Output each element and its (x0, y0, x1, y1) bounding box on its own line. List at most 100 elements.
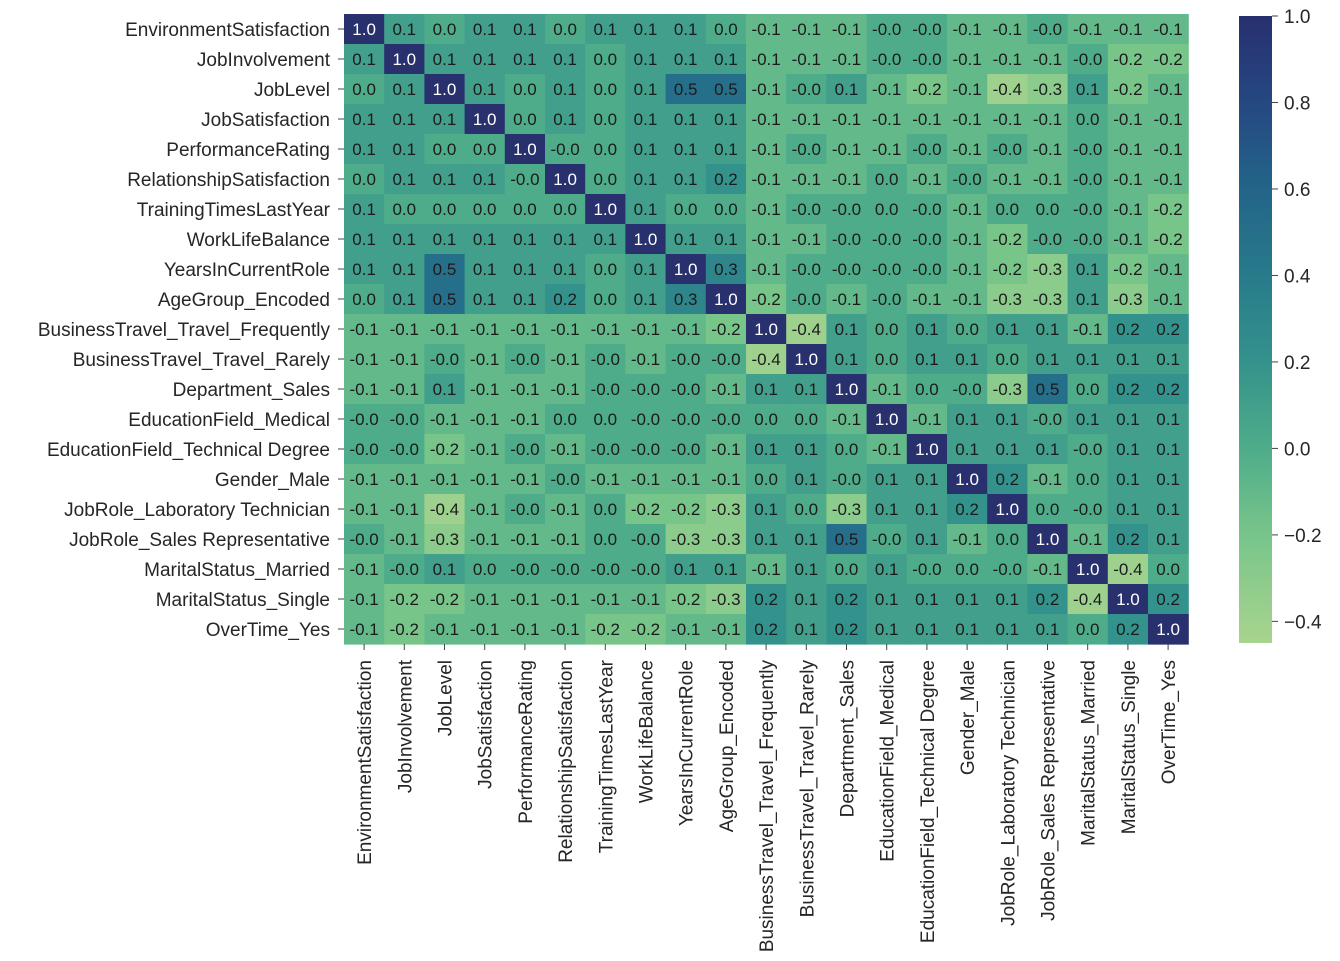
heatmap-cell (866, 434, 908, 465)
cell-annotation: 0.1 (433, 170, 457, 189)
heatmap-cell (987, 374, 1028, 405)
cell-annotation: -0.1 (792, 230, 821, 249)
heatmap-cell (424, 194, 466, 225)
row-label: Gender_Male (215, 470, 330, 491)
cell-annotation: -0.1 (1113, 230, 1142, 249)
heatmap-cell (746, 404, 787, 435)
heatmap-cell (987, 254, 1028, 285)
column-label: JobInvolvement (395, 659, 416, 793)
heatmap-cell (384, 194, 425, 225)
cell-annotation: -0.0 (430, 350, 459, 369)
heatmap-cell (384, 524, 425, 555)
cell-annotation: 0.1 (513, 230, 537, 249)
cell-annotation: 0.2 (1116, 620, 1140, 639)
heatmap-cell (826, 224, 868, 255)
heatmap-cell (424, 614, 466, 645)
cell-annotation: -0.2 (993, 260, 1022, 279)
cell-annotation: -0.0 (631, 560, 660, 579)
heatmap-cell (1067, 434, 1109, 465)
heatmap-cell (585, 344, 626, 375)
heatmap-cell (464, 494, 506, 525)
cell-annotation: -0.1 (872, 440, 901, 459)
column-labels: EnvironmentSatisfaction JobInvolvement Job… (355, 644, 1180, 952)
heatmap-cell (1148, 104, 1189, 135)
cell-annotation: 0.0 (553, 20, 577, 39)
heatmap-cell (987, 224, 1028, 255)
cell-annotation: 0.1 (433, 110, 457, 129)
heatmap-cell (947, 554, 988, 585)
colorbar: 1.0 0.8 0.6 0.4 0.2 0.0 −0.2 −0.4 (1239, 7, 1322, 643)
heatmap-cell (424, 494, 466, 525)
heatmap-cell (1027, 344, 1069, 375)
heatmap-cell (906, 554, 948, 585)
cell-annotation: 0.1 (794, 560, 818, 579)
heatmap-cell (344, 104, 385, 135)
heatmap-cell (625, 14, 667, 45)
heatmap-cell (424, 464, 466, 495)
cell-annotation: -0.1 (952, 260, 981, 279)
heatmap-cell (384, 374, 425, 405)
heatmap-cell (746, 134, 787, 165)
heatmap-cell (866, 464, 908, 495)
cell-annotation: -0.1 (430, 320, 459, 339)
heatmap-cell (424, 554, 466, 585)
heatmap-cell (987, 44, 1028, 75)
cell-annotation: 0.1 (915, 530, 939, 549)
cell-annotation: 0.0 (1076, 620, 1100, 639)
heatmap-cell (1067, 104, 1109, 135)
heatmap-cell (1027, 194, 1069, 225)
cell-annotation: 0.1 (714, 140, 738, 159)
column-label: BusinessTravel_Travel_Rarely (797, 660, 818, 918)
heatmap-cell (665, 194, 707, 225)
cell-annotation: 0.1 (995, 440, 1019, 459)
column-label: AgeGroup_Encoded (717, 660, 738, 832)
heatmap-cell (987, 464, 1028, 495)
cell-annotation: -0.3 (1033, 80, 1062, 99)
cell-annotation: 0.1 (433, 230, 457, 249)
cell-annotation: -0.1 (1153, 290, 1182, 309)
heatmap-cell (1027, 584, 1069, 615)
cell-annotation: 0.1 (1036, 320, 1060, 339)
heatmap-cell (1148, 14, 1189, 45)
cell-annotation: -0.1 (349, 320, 378, 339)
cell-annotation: 0.1 (1116, 410, 1140, 429)
cell-annotation: 0.2 (553, 290, 577, 309)
heatmap-cell (585, 494, 626, 525)
heatmap-cell (545, 134, 586, 165)
cell-annotation: -0.1 (952, 230, 981, 249)
cell-annotation: -0.1 (1153, 110, 1182, 129)
cell-annotation: 0.1 (875, 590, 899, 609)
cell-annotation: 0.1 (714, 50, 738, 69)
heatmap-cell (384, 224, 425, 255)
cell-annotation: -0.1 (711, 380, 740, 399)
colorbar-tick-label: 0.4 (1284, 266, 1311, 287)
cell-annotation: 0.1 (955, 440, 979, 459)
heatmap-cell (1107, 554, 1149, 585)
colorbar-tick-label: 0.6 (1284, 180, 1310, 201)
heatmap-cell (906, 194, 948, 225)
cell-annotation: 0.5 (433, 290, 457, 309)
cell-annotation: 0.1 (794, 620, 818, 639)
cell-annotation: 0.1 (835, 350, 859, 369)
cell-annotation: 0.1 (352, 230, 376, 249)
heatmap-cell (545, 464, 586, 495)
cell-annotation: 0.5 (674, 80, 698, 99)
cell-annotation: -0.0 (912, 260, 941, 279)
cell-annotation: -0.1 (349, 590, 378, 609)
heatmap-cell (585, 104, 626, 135)
column-label: BusinessTravel_Travel_Frequently (757, 660, 778, 953)
cell-annotation: 0.1 (1156, 470, 1180, 489)
heatmap-cell (906, 224, 948, 255)
heatmap-cell (665, 554, 707, 585)
cell-annotation: -0.0 (993, 560, 1022, 579)
heatmap-cell (826, 74, 868, 105)
heatmap-cell (786, 134, 827, 165)
cell-annotation: -0.4 (993, 80, 1022, 99)
cell-annotation: 0.1 (1076, 410, 1100, 429)
heatmap-cell (424, 404, 466, 435)
cell-annotation: 0.1 (1036, 620, 1060, 639)
heatmap-cell (746, 554, 787, 585)
cell-annotation: 0.1 (553, 230, 577, 249)
cell-annotation: 1.0 (473, 110, 497, 129)
cell-annotation: 0.0 (754, 470, 778, 489)
